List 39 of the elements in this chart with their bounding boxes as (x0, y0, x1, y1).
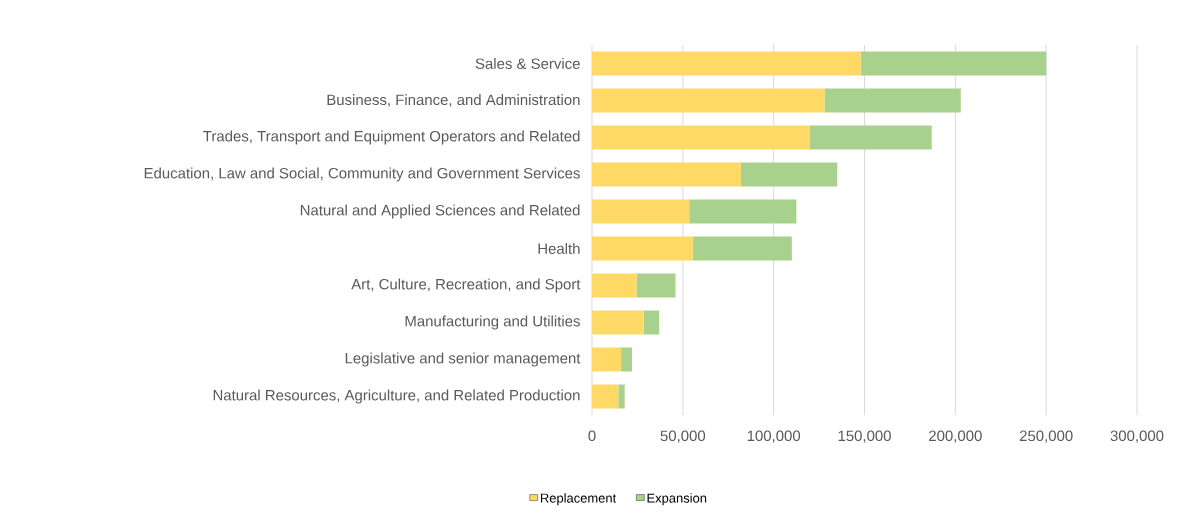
y-tick-label: Sales & Service (475, 58, 580, 69)
y-tick-label: Manufacturing and Utilities (405, 315, 580, 330)
bar (740, 162, 838, 187)
bar (592, 310, 644, 335)
x-tick-label: 150,000 (838, 430, 891, 443)
bar (636, 273, 676, 298)
bar (618, 384, 625, 409)
bar (592, 347, 622, 372)
bar (592, 384, 619, 409)
bar (592, 199, 690, 224)
y-tick-label: Health (538, 243, 580, 254)
bar (592, 273, 637, 298)
bar (824, 88, 961, 113)
y-tick-label: Business, Finance, and Administration (327, 94, 580, 107)
bar (692, 236, 792, 261)
bar (860, 51, 1047, 76)
bar (592, 51, 861, 76)
bar (592, 88, 825, 113)
y-tick-label: Natural Resources, Agriculture, and Related Production (213, 389, 580, 404)
bar (592, 125, 811, 150)
x-tick-label: 300,000 (1110, 430, 1164, 443)
y-tick-label: Trades, Transport and Equipment Operators and Related (203, 130, 580, 145)
bar (592, 162, 741, 187)
bar (689, 199, 797, 224)
legend-label: Replacement (540, 493, 617, 506)
bar (621, 347, 632, 372)
bar (810, 125, 932, 150)
x-tick-label: 0 (588, 430, 596, 442)
x-tick-label: 250,000 (1019, 430, 1073, 443)
legend-label: Expansion (647, 493, 707, 506)
y-tick-label: Natural and Applied Sciences and Related (300, 204, 580, 219)
y-tick-label: Education, Law and Social, Community and Government Services (144, 167, 580, 182)
x-tick-label: 100,000 (747, 430, 801, 443)
y-tick-label: Legislative and senior management (345, 352, 581, 367)
x-tick-label: 200,000 (929, 430, 982, 443)
x-tick-label: 50,000 (660, 430, 706, 443)
bar (643, 310, 660, 335)
y-tick-label: Art, Culture, Recreation, and Sport (351, 278, 581, 293)
bar (592, 236, 693, 261)
